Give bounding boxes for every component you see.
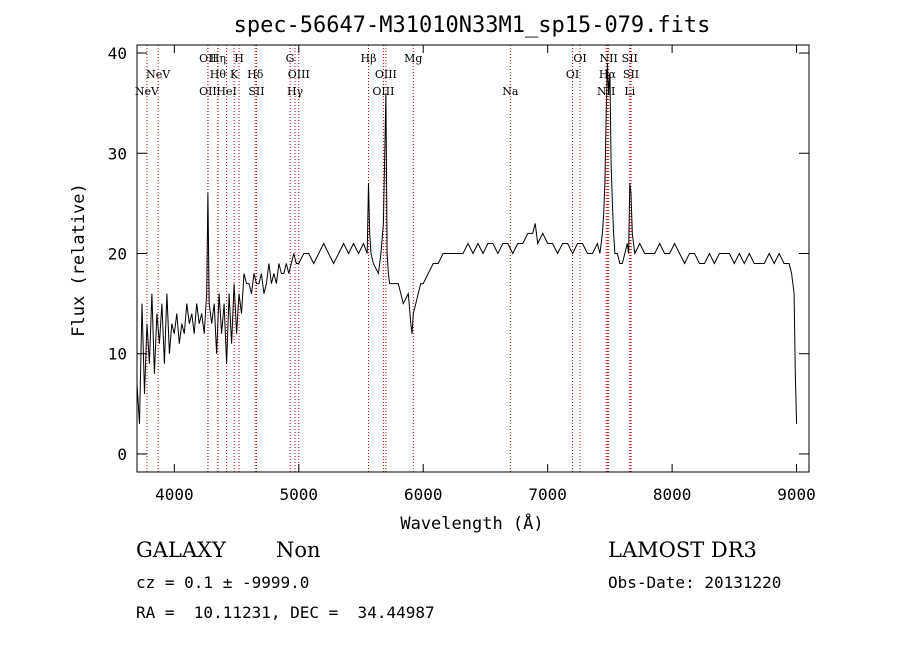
y-axis-ticks: 0 10 20 30 40 xyxy=(108,44,809,464)
x-tick-label: 4000 xyxy=(155,485,194,504)
reference-line-label: SII xyxy=(248,85,264,98)
reference-line-label: G xyxy=(286,52,295,65)
reference-line-label: Hθ xyxy=(210,68,227,81)
reference-line-label: SII xyxy=(623,68,639,81)
plot-frame xyxy=(136,44,810,473)
y-tick-label: 40 xyxy=(108,44,127,63)
reference-line-label: OI xyxy=(573,52,586,65)
x-tick-label: 8000 xyxy=(653,485,692,504)
x-tick-label: 7000 xyxy=(528,485,567,504)
reference-line-label: H xyxy=(234,52,244,65)
reference-line-label: OII xyxy=(199,85,217,98)
reference-line-label: OI xyxy=(566,68,579,81)
reference-line-label: Li xyxy=(624,85,635,98)
spectrum-trace xyxy=(136,62,798,424)
y-axis-label: Flux (relative) xyxy=(69,183,89,337)
chart-title: spec-56647-M31010N33M1_sp15-079.fits xyxy=(234,13,711,38)
y-tick-label: 30 xyxy=(108,144,127,163)
y-tick-label: 0 xyxy=(117,445,127,464)
observation-date: Obs-Date: 20131220 xyxy=(608,573,782,592)
x-axis-label: Wavelength (Å) xyxy=(400,512,543,534)
reference-line-label: NII xyxy=(599,52,617,65)
coordinates-readout: RA = 10.11231, DEC = 34.44987 xyxy=(136,603,435,622)
object-subclass: Non xyxy=(276,538,321,562)
x-tick-label: 6000 xyxy=(404,485,443,504)
reference-line-label: NII xyxy=(597,85,615,98)
object-class: GALAXY xyxy=(136,538,226,562)
reference-line-label: OIII xyxy=(288,68,310,81)
reference-line-label: SII xyxy=(622,52,638,65)
redshift-readout: cz = 0.1 ± -9999.0 xyxy=(136,573,310,592)
reference-line-label: Mg xyxy=(404,52,422,65)
reference-line-label: OIII xyxy=(372,85,394,98)
reference-lines xyxy=(146,45,632,472)
reference-line-label: OII xyxy=(199,52,217,65)
y-tick-label: 20 xyxy=(108,244,127,263)
reference-line-label: Hδ xyxy=(247,68,264,81)
survey-name: LAMOST DR3 xyxy=(608,538,757,562)
reference-line-label: NeV xyxy=(146,68,171,81)
reference-line-label: K xyxy=(230,68,239,81)
reference-line-label: NeV xyxy=(135,85,160,98)
reference-line-label: Na xyxy=(502,85,519,98)
reference-line-label: Hη xyxy=(210,52,226,65)
x-axis-ticks: 4000 5000 6000 7000 8000 9000 xyxy=(155,45,816,504)
x-tick-label: 5000 xyxy=(280,485,319,504)
y-tick-label: 10 xyxy=(108,345,127,364)
x-tick-label: 9000 xyxy=(777,485,816,504)
reference-line-label: Hβ xyxy=(360,52,376,65)
reference-line-label: OIII xyxy=(375,68,397,81)
reference-line-label: HeI xyxy=(216,85,236,98)
reference-line-label: Hγ xyxy=(287,85,304,98)
